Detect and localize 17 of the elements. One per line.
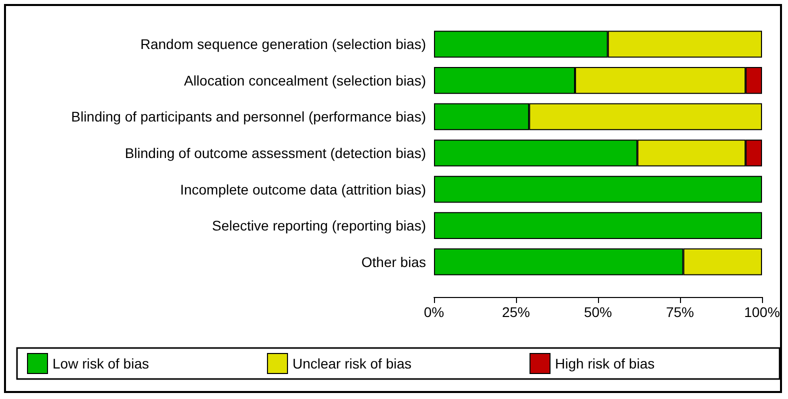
y-tick-label: Selective reporting (reporting bias) bbox=[212, 218, 426, 234]
x-tick-label: 75% bbox=[666, 304, 694, 320]
bar bbox=[434, 176, 762, 203]
x-tick-label: 50% bbox=[584, 304, 612, 320]
legend-label: Unclear risk of bias bbox=[292, 356, 412, 372]
bar bbox=[434, 212, 762, 239]
y-tick-label: Random sequence generation (selection bias) bbox=[140, 36, 426, 52]
y-tick-label: Allocation concealment (selection bias) bbox=[184, 72, 426, 88]
x-tick-label: 0% bbox=[424, 304, 444, 320]
y-tick-label: Blinding of outcome assessment (detection bias) bbox=[124, 145, 426, 161]
y-tick-label: Other bias bbox=[361, 254, 426, 270]
x-tick-label: 100% bbox=[744, 304, 780, 320]
legend-label: Low risk of bias bbox=[52, 356, 149, 372]
y-tick-label: Blinding of participants and personnel (performance bias) bbox=[71, 108, 426, 125]
y-tick-label: Incomplete outcome data (attrition bias) bbox=[180, 181, 426, 198]
legend-label: High risk of bias bbox=[555, 356, 655, 372]
x-tick-label: 25% bbox=[502, 304, 530, 320]
